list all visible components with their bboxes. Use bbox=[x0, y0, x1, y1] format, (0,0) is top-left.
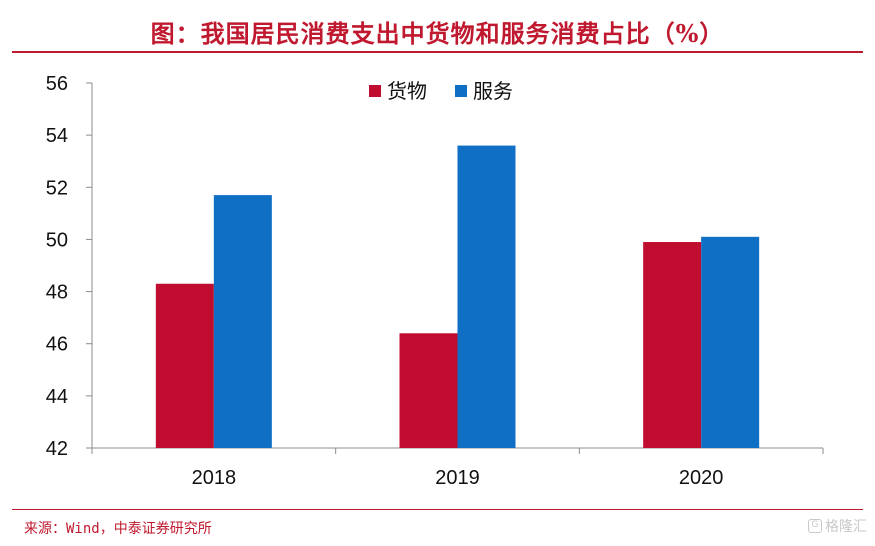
y-tick-label: 42 bbox=[46, 438, 68, 460]
bar-goods-2018 bbox=[155, 283, 214, 448]
chart-title: 图：我国居民消费支出中货物和服务消费占比（%） bbox=[150, 19, 725, 48]
x-tick-label: 2020 bbox=[679, 467, 724, 489]
y-tick-label: 44 bbox=[46, 386, 68, 408]
bar-services-2019 bbox=[457, 145, 516, 449]
y-tick-label: 52 bbox=[46, 177, 68, 199]
bar-services-2018 bbox=[213, 195, 272, 448]
y-tick-label: 56 bbox=[46, 73, 68, 95]
title-rule bbox=[12, 51, 863, 53]
legend-label-services: 服务 bbox=[473, 79, 513, 103]
y-tick-label: 50 bbox=[46, 229, 68, 251]
watermark-logo-icon: G bbox=[808, 519, 822, 533]
bar-goods-2019 bbox=[399, 333, 458, 448]
legend-swatch-goods bbox=[369, 85, 381, 97]
legend-label-goods: 货物 bbox=[387, 79, 427, 103]
y-tick-label: 46 bbox=[46, 334, 68, 356]
footer-rule bbox=[12, 509, 863, 510]
source-note: 来源：Wind，中泰证券研究所 bbox=[24, 521, 212, 537]
bar-goods-2020 bbox=[643, 242, 702, 448]
chart-legend: 货物 服务 bbox=[369, 79, 513, 103]
x-tick-label: 2019 bbox=[435, 467, 480, 489]
chart-bars bbox=[155, 145, 760, 449]
watermark-text: 格隆汇 bbox=[825, 519, 867, 535]
legend-swatch-services bbox=[455, 85, 467, 97]
y-tick-label: 48 bbox=[46, 282, 68, 304]
y-tick-label: 54 bbox=[46, 125, 68, 147]
watermark: G 格隆汇 bbox=[808, 516, 867, 536]
x-tick-label: 2018 bbox=[192, 467, 237, 489]
bar-services-2020 bbox=[701, 236, 760, 448]
